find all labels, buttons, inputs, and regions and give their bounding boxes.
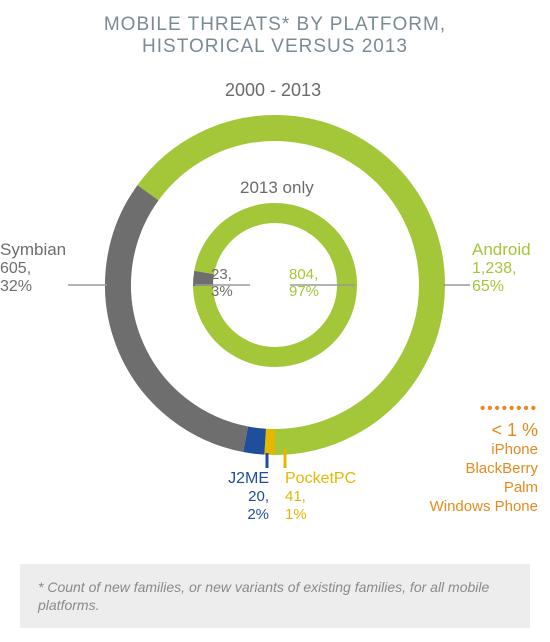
label-inner-android: 804, 97%	[289, 266, 339, 301]
label-inner-android-l2: 97%	[289, 283, 339, 300]
chart-title: MOBILE THREATS* BY PLATFORM, HISTORICAL …	[0, 0, 550, 58]
label-pocketpc-l1: 41,	[285, 488, 365, 505]
label-inner-other-l1: 23,	[211, 266, 251, 283]
label-inner-android-l1: 804,	[289, 266, 339, 283]
lt1-item-2: Palm	[430, 479, 538, 498]
label-android-l2: 65%	[472, 278, 550, 296]
label-android-l1: 1,238,	[472, 260, 550, 278]
label-android: Android 1,238, 65%	[472, 240, 550, 296]
label-j2me-l2: 2%	[199, 506, 269, 523]
footnote: * Count of new families, or new variants…	[20, 564, 530, 628]
donut-chart: 2000 - 2013 2013 only Symbian 605, 32% A…	[0, 70, 550, 530]
label-symbian-name: Symbian	[0, 240, 85, 260]
label-inner-other: 23, 3%	[211, 266, 251, 301]
lt1-item-1: BlackBerry	[430, 460, 538, 479]
label-android-name: Android	[472, 240, 550, 260]
lt1-item-0: iPhone	[430, 441, 538, 460]
label-pocketpc-name: PocketPC	[285, 470, 365, 488]
label-j2me-l1: 20,	[199, 488, 269, 505]
label-inner-other-l2: 3%	[211, 283, 251, 300]
label-symbian-l2: 32%	[0, 278, 85, 296]
outer-ring-label: 2000 - 2013	[225, 80, 321, 101]
label-symbian: Symbian 605, 32%	[0, 240, 85, 296]
lt1-item-3: Windows Phone	[430, 498, 538, 517]
less-than-one-block: •••••••• < 1 % iPhone BlackBerry Palm Wi…	[430, 400, 538, 516]
label-symbian-l1: 605,	[0, 260, 85, 278]
label-pocketpc: PocketPC 41, 1%	[285, 470, 365, 523]
lt1-header: < 1 %	[430, 419, 538, 442]
label-j2me: J2ME 20, 2%	[199, 470, 269, 523]
title-line1: MOBILE THREATS* BY PLATFORM,	[0, 14, 550, 36]
inner-ring-label: 2013 only	[240, 178, 314, 198]
label-j2me-name: J2ME	[199, 470, 269, 488]
lt1-dots: ••••••••	[430, 400, 538, 419]
title-line2: HISTORICAL VERSUS 2013	[0, 36, 550, 58]
label-pocketpc-l2: 1%	[285, 506, 365, 523]
